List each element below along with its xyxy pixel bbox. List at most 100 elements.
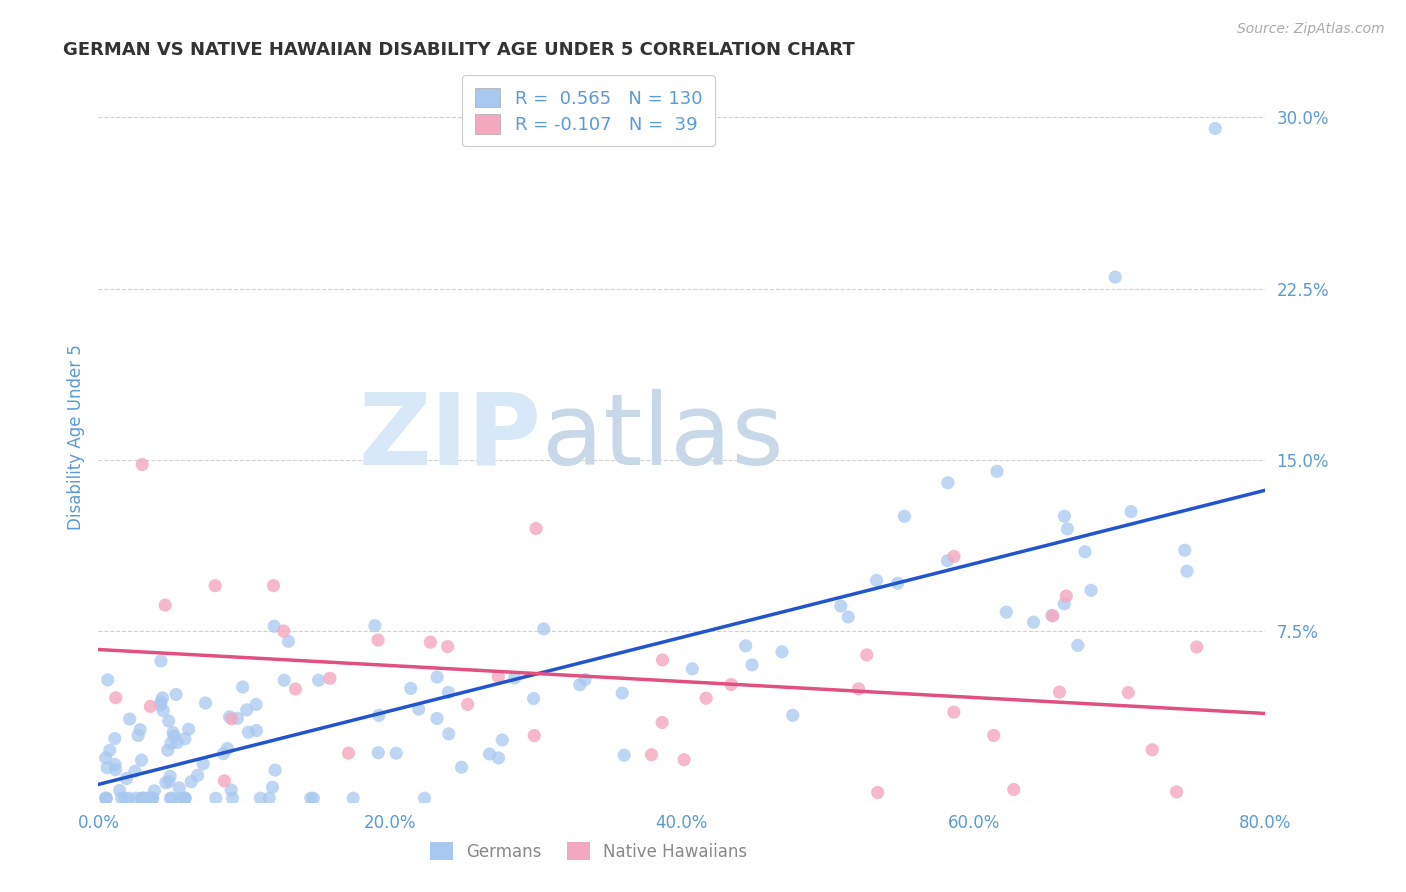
Point [104,757,127,772]
Point [1080,583,1102,598]
Point [337,746,360,760]
Point [1104,270,1126,285]
Point [139,699,162,714]
Point [983,729,1005,743]
Point [523,691,546,706]
Point [886,576,908,591]
Point [104,731,127,746]
Text: atlas: atlas [541,389,783,485]
Point [436,640,458,654]
Point [1053,509,1076,524]
Point [104,763,127,777]
Point [98,743,121,757]
Point [155,598,177,612]
Point [96,791,118,805]
Point [1054,589,1077,603]
Point [399,681,422,696]
Point [408,702,430,716]
Point [681,662,703,676]
Point [855,648,877,662]
Point [942,549,965,564]
Point [273,673,295,688]
Point [893,509,915,524]
Point [413,791,436,805]
Point [848,681,870,696]
Point [986,464,1008,478]
Point [457,698,479,712]
Point [214,773,236,788]
Point [177,723,200,737]
Point [138,791,160,805]
Point [364,618,387,632]
Point [486,669,509,683]
Point [1119,505,1142,519]
Point [94,791,117,805]
Point [221,712,243,726]
Point [118,791,141,805]
Point [221,791,243,805]
Point [131,753,153,767]
Point [651,653,673,667]
Point [131,791,153,805]
Point [1049,685,1071,699]
Point [488,751,510,765]
Point [367,633,389,648]
Point [173,731,195,746]
Point [640,747,662,762]
Point [1053,597,1076,611]
Point [770,645,793,659]
Point [1204,121,1226,136]
Point [866,785,889,799]
Text: GERMAN VS NATIVE HAWAIIAN DISABILITY AGE UNDER 5 CORRELATION CHART: GERMAN VS NATIVE HAWAIIAN DISABILITY AGE… [63,41,855,59]
Point [782,708,804,723]
Point [156,743,179,757]
Point [299,791,322,805]
Point [94,791,117,805]
Point [218,710,240,724]
Point [204,579,226,593]
Point [187,768,209,782]
Point [1116,685,1139,699]
Point [720,677,742,691]
Point [235,703,257,717]
Point [166,735,188,749]
Text: ZIP: ZIP [359,389,541,485]
Point [97,673,120,687]
Point [141,791,163,805]
Point [612,686,634,700]
Point [865,574,887,588]
Point [523,729,546,743]
Point [141,791,163,805]
Point [1002,782,1025,797]
Point [367,708,389,723]
Point [426,711,449,725]
Point [1042,608,1064,623]
Point [104,690,127,705]
Point [450,760,472,774]
Point [205,791,228,805]
Point [157,774,180,789]
Point [741,657,763,672]
Point [108,783,131,797]
Point [238,725,260,739]
Point [162,725,184,739]
Point [115,772,138,786]
Point [129,723,152,737]
Point [159,791,181,805]
Point [830,599,852,613]
Point [673,753,696,767]
Point [491,733,513,747]
Y-axis label: Disability Age Under 5: Disability Age Under 5 [66,344,84,530]
Point [136,791,159,805]
Point [125,791,148,805]
Point [426,670,449,684]
Point [142,791,165,805]
Point [837,610,859,624]
Point [568,678,591,692]
Point [152,690,174,705]
Point [219,783,242,797]
Point [263,619,285,633]
Point [96,761,118,775]
Point [149,695,172,709]
Point [1022,615,1045,630]
